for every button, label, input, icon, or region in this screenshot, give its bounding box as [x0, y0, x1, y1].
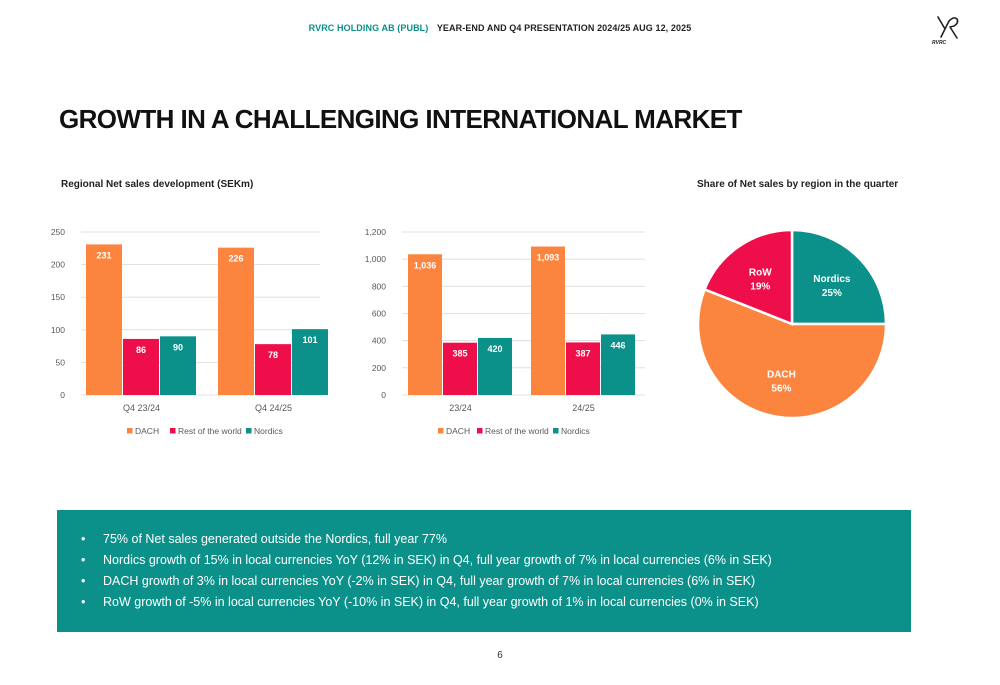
pie-label-value: 25%	[822, 288, 842, 299]
legend-label: Rest of the world	[178, 426, 242, 436]
legend-swatch	[127, 428, 133, 434]
page-title: GROWTH IN A CHALLENGING INTERNATIONAL MA…	[59, 104, 742, 134]
pie-label-value: 56%	[771, 383, 791, 394]
right-chart-subtitle: Share of Net sales by region in the quar…	[697, 179, 899, 190]
pie-label-name: DACH	[767, 369, 796, 380]
company-name: RVRC HOLDING AB (PUBL)	[308, 23, 429, 33]
bullet-dot-icon: •	[81, 532, 86, 546]
highlight-item: • DACH growth of 3% in local currencies Y…	[79, 571, 911, 592]
x-category-label: 23/24	[449, 403, 472, 413]
pie-label-value: 19%	[750, 281, 770, 292]
logo-wordmark: RVRC	[932, 40, 947, 46]
x-category-label: 24/25	[572, 403, 595, 413]
y-tick-label: 100	[51, 325, 65, 335]
pie-slice-row	[702, 228, 794, 326]
bar-nordics	[601, 334, 635, 395]
y-tick-label: 200	[51, 260, 65, 270]
highlight-text: 75% of Net sales generated outside the N…	[103, 532, 447, 546]
page-number: 6	[497, 650, 503, 661]
data-label: 1,093	[537, 253, 560, 263]
data-label: 385	[452, 349, 467, 359]
legend-swatch	[477, 428, 483, 434]
bullet-dot-icon: •	[81, 574, 86, 588]
bar-rest-of-the-world	[443, 342, 477, 395]
y-tick-label: 150	[51, 292, 65, 302]
y-tick-label: 250	[51, 227, 65, 237]
presentation-title: YEAR-END AND Q4 PRESENTATION 2024/25 AUG…	[436, 23, 692, 33]
legend-label: DACH	[446, 426, 470, 436]
pie-label-name: Nordics	[813, 274, 851, 285]
bar-rest-of-the-world	[123, 338, 159, 395]
data-label: 446	[610, 340, 625, 350]
y-tick-label: 50	[56, 357, 66, 367]
data-label: 90	[173, 342, 183, 352]
y-tick-label: 600	[372, 309, 386, 319]
y-tick-label: 200	[372, 363, 386, 373]
data-label: 101	[302, 335, 317, 345]
highlights-list: • 75% of Net sales generated outside the …	[79, 529, 911, 613]
bar-dach	[86, 244, 122, 395]
left-chart-subtitle: Regional Net sales development (SEKm)	[61, 179, 254, 190]
highlight-item: • RoW growth of -5% in local currencies Y…	[79, 592, 911, 613]
data-label: 78	[268, 350, 278, 360]
y-tick-label: 1,200	[365, 227, 387, 237]
bar-nordics	[160, 336, 196, 395]
pie-slice-nordics	[790, 228, 888, 326]
data-label: 231	[96, 250, 111, 260]
bar-rest-of-the-world	[255, 344, 291, 395]
data-label: 86	[136, 345, 146, 355]
x-category-label: Q4 23/24	[123, 403, 160, 413]
legend-label: Nordics	[254, 426, 283, 436]
highlight-text: DACH growth of 3% in local currencies Yo…	[103, 574, 756, 588]
bar-nordics	[478, 337, 512, 395]
highlight-text: Nordics growth of 15% in local currencie…	[103, 553, 772, 567]
bar-nordics	[292, 329, 328, 395]
pie-slice-dach	[696, 287, 888, 420]
y-tick-label: 800	[372, 281, 386, 291]
highlight-item: • Nordics growth of 15% in local currenci…	[79, 550, 911, 571]
highlight-item: • 75% of Net sales generated outside the …	[79, 529, 911, 550]
bar-dach	[408, 254, 442, 395]
data-label: 387	[575, 348, 590, 358]
page-header: RVRC HOLDING AB (PUBL) YEAR-END AND Q4 P…	[0, 23, 1000, 33]
data-label: 226	[228, 254, 243, 264]
y-tick-label: 400	[372, 336, 386, 346]
y-tick-label: 0	[381, 390, 386, 400]
bullet-dot-icon: •	[81, 553, 86, 567]
quarterly-sales-bar-chart: 0 50 100 150 200 250 231 86 90 Q4 23/24 226 78 101 Q4…	[51, 227, 328, 436]
pie-label-name: RoW	[749, 267, 772, 278]
data-label: 1,036	[414, 260, 437, 270]
legend-swatch	[553, 428, 559, 434]
key-highlights-box: • 75% of Net sales generated outside the …	[57, 510, 911, 632]
bullet-dot-icon: •	[81, 595, 86, 609]
x-category-label: Q4 24/25	[255, 403, 292, 413]
legend-label: Rest of the world	[485, 426, 549, 436]
legend-label: Nordics	[561, 426, 590, 436]
bar-dach	[218, 247, 254, 395]
y-tick-label: 1,000	[365, 254, 387, 264]
y-tick-label: 0	[60, 390, 65, 400]
rvrc-logo-icon: RVRC	[932, 16, 959, 46]
legend-swatch	[170, 428, 176, 434]
legend-swatch	[246, 428, 252, 434]
data-label: 420	[487, 344, 502, 354]
region-share-pie-chart: Nordics 25% DACH 56% RoW 19%	[696, 228, 888, 420]
bar-rest-of-the-world	[566, 342, 600, 395]
legend-swatch	[438, 428, 444, 434]
highlight-text: RoW growth of -5% in local currencies Yo…	[103, 595, 759, 609]
bar-dach	[531, 246, 565, 395]
legend-label: DACH	[135, 426, 159, 436]
yearly-sales-bar-chart: 0 200 400 600 800 1,000 1,200 1,036 385 420 23/24 1…	[365, 227, 645, 436]
